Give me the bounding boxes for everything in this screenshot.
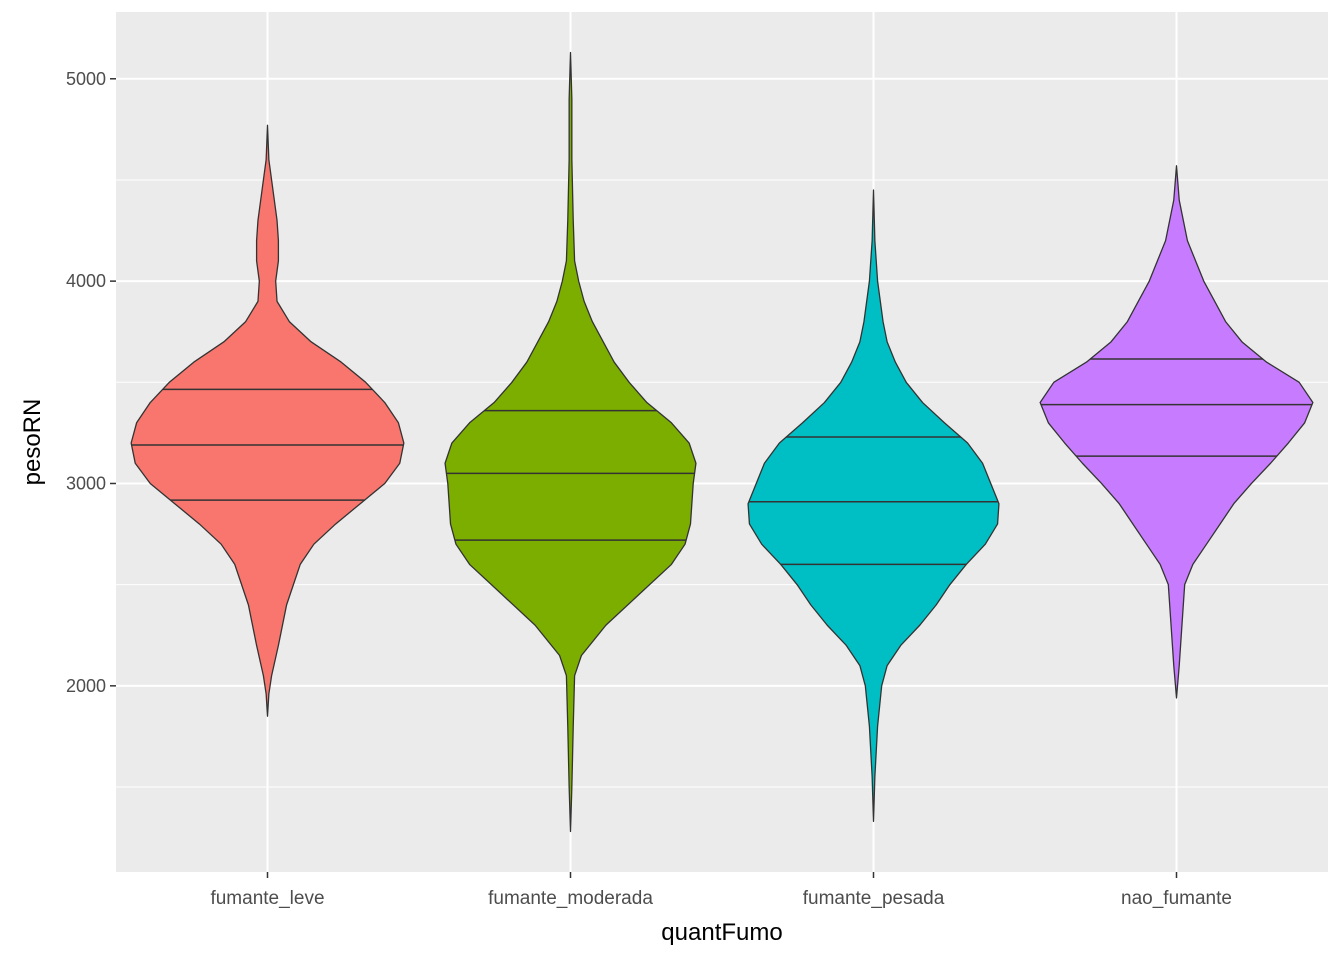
y-axis: 2000 3000 4000 5000 — [66, 69, 116, 696]
y-tick-label: 2000 — [66, 676, 106, 696]
y-tick-label: 4000 — [66, 271, 106, 291]
violin-fumante_pesada — [747, 189, 1000, 823]
y-tick-label: 5000 — [66, 69, 106, 89]
violin-fumante_leve — [130, 124, 405, 717]
x-tick-label: fumante_leve — [210, 888, 324, 909]
x-tick-label: fumante_moderada — [488, 888, 653, 909]
violin-nao_fumante — [1039, 165, 1314, 699]
x-tick-label: fumante_pesada — [803, 888, 945, 909]
x-axis-title: quantFumo — [661, 919, 782, 946]
y-tick-label: 3000 — [66, 473, 106, 493]
x-tick-label: nao_fumante — [1121, 888, 1232, 909]
violins — [130, 51, 1314, 833]
y-axis-title: pesoRN — [19, 399, 46, 486]
violin-fumante_moderada — [444, 51, 697, 833]
x-axis: fumante_leve fumante_moderada fumante_pesa… — [210, 872, 1232, 909]
